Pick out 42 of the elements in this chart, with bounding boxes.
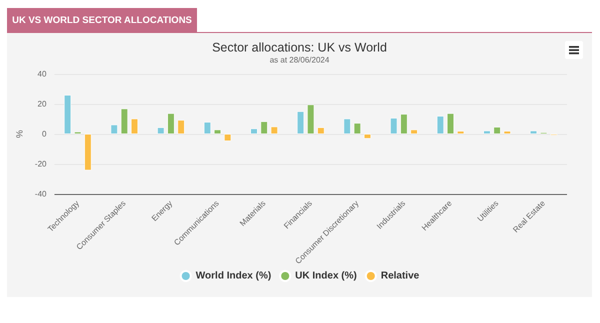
bar (436, 116, 444, 134)
y-tick-label: 20 (38, 100, 48, 108)
y-axis-title: % (14, 130, 24, 138)
text: UK VS WORLD SECTOR ALLOCATIONS (7, 8, 197, 33)
bar (483, 130, 490, 134)
legend-label: UK Index (%) (295, 270, 357, 282)
bar (167, 113, 174, 134)
bar (344, 118, 351, 134)
bar (260, 121, 268, 134)
bar (494, 126, 501, 134)
bar (504, 131, 511, 134)
bar (84, 134, 92, 170)
bar (214, 130, 222, 134)
bar (307, 104, 314, 134)
chart-subtitle: as at 28/06/2024 (270, 56, 330, 64)
bar (410, 130, 418, 134)
chart-title: Sector allocations: UK vs World (212, 40, 387, 54)
bar (390, 118, 398, 134)
bar (457, 131, 464, 134)
bar (530, 130, 538, 134)
legend-label: Relative (380, 270, 420, 282)
bar (447, 113, 454, 134)
bar (297, 111, 304, 134)
bar (250, 128, 258, 134)
bar (131, 118, 138, 134)
y-tick-label: 0 (42, 130, 48, 138)
bar (110, 124, 118, 134)
y-tick-label: 40 (38, 70, 48, 78)
bar (354, 123, 361, 134)
legend-label: World Index (%) (196, 270, 272, 282)
bar (400, 114, 408, 134)
y-tick-label: -40 (34, 190, 48, 198)
bar (270, 126, 278, 134)
bar (64, 95, 72, 134)
bar (204, 122, 211, 134)
bar (120, 108, 128, 134)
bar (364, 134, 371, 139)
bar (224, 134, 232, 142)
bar (317, 127, 324, 134)
bar (157, 127, 164, 134)
bar (178, 120, 185, 134)
y-tick-label: -20 (34, 160, 48, 168)
